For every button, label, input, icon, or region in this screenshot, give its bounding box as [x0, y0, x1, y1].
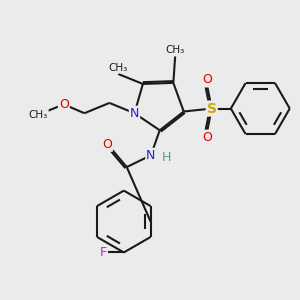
- Text: O: O: [59, 98, 69, 111]
- Text: N: N: [146, 149, 156, 162]
- Text: CH₃: CH₃: [109, 62, 128, 73]
- Text: H: H: [161, 151, 171, 164]
- Text: CH₃: CH₃: [166, 45, 185, 55]
- Text: O: O: [102, 138, 112, 151]
- Text: S: S: [207, 102, 217, 116]
- Text: O: O: [202, 130, 212, 144]
- Text: F: F: [100, 246, 107, 259]
- Text: O: O: [202, 74, 212, 86]
- Text: CH₃: CH₃: [28, 110, 48, 120]
- Text: N: N: [130, 107, 139, 120]
